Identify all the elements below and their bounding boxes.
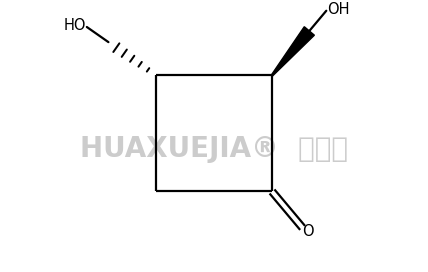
Text: HO: HO [64, 18, 86, 33]
Polygon shape [271, 27, 315, 76]
Text: HUAXUEJIA®  化学加: HUAXUEJIA® 化学加 [80, 135, 348, 163]
Text: O: O [302, 224, 314, 239]
Text: OH: OH [327, 2, 349, 17]
